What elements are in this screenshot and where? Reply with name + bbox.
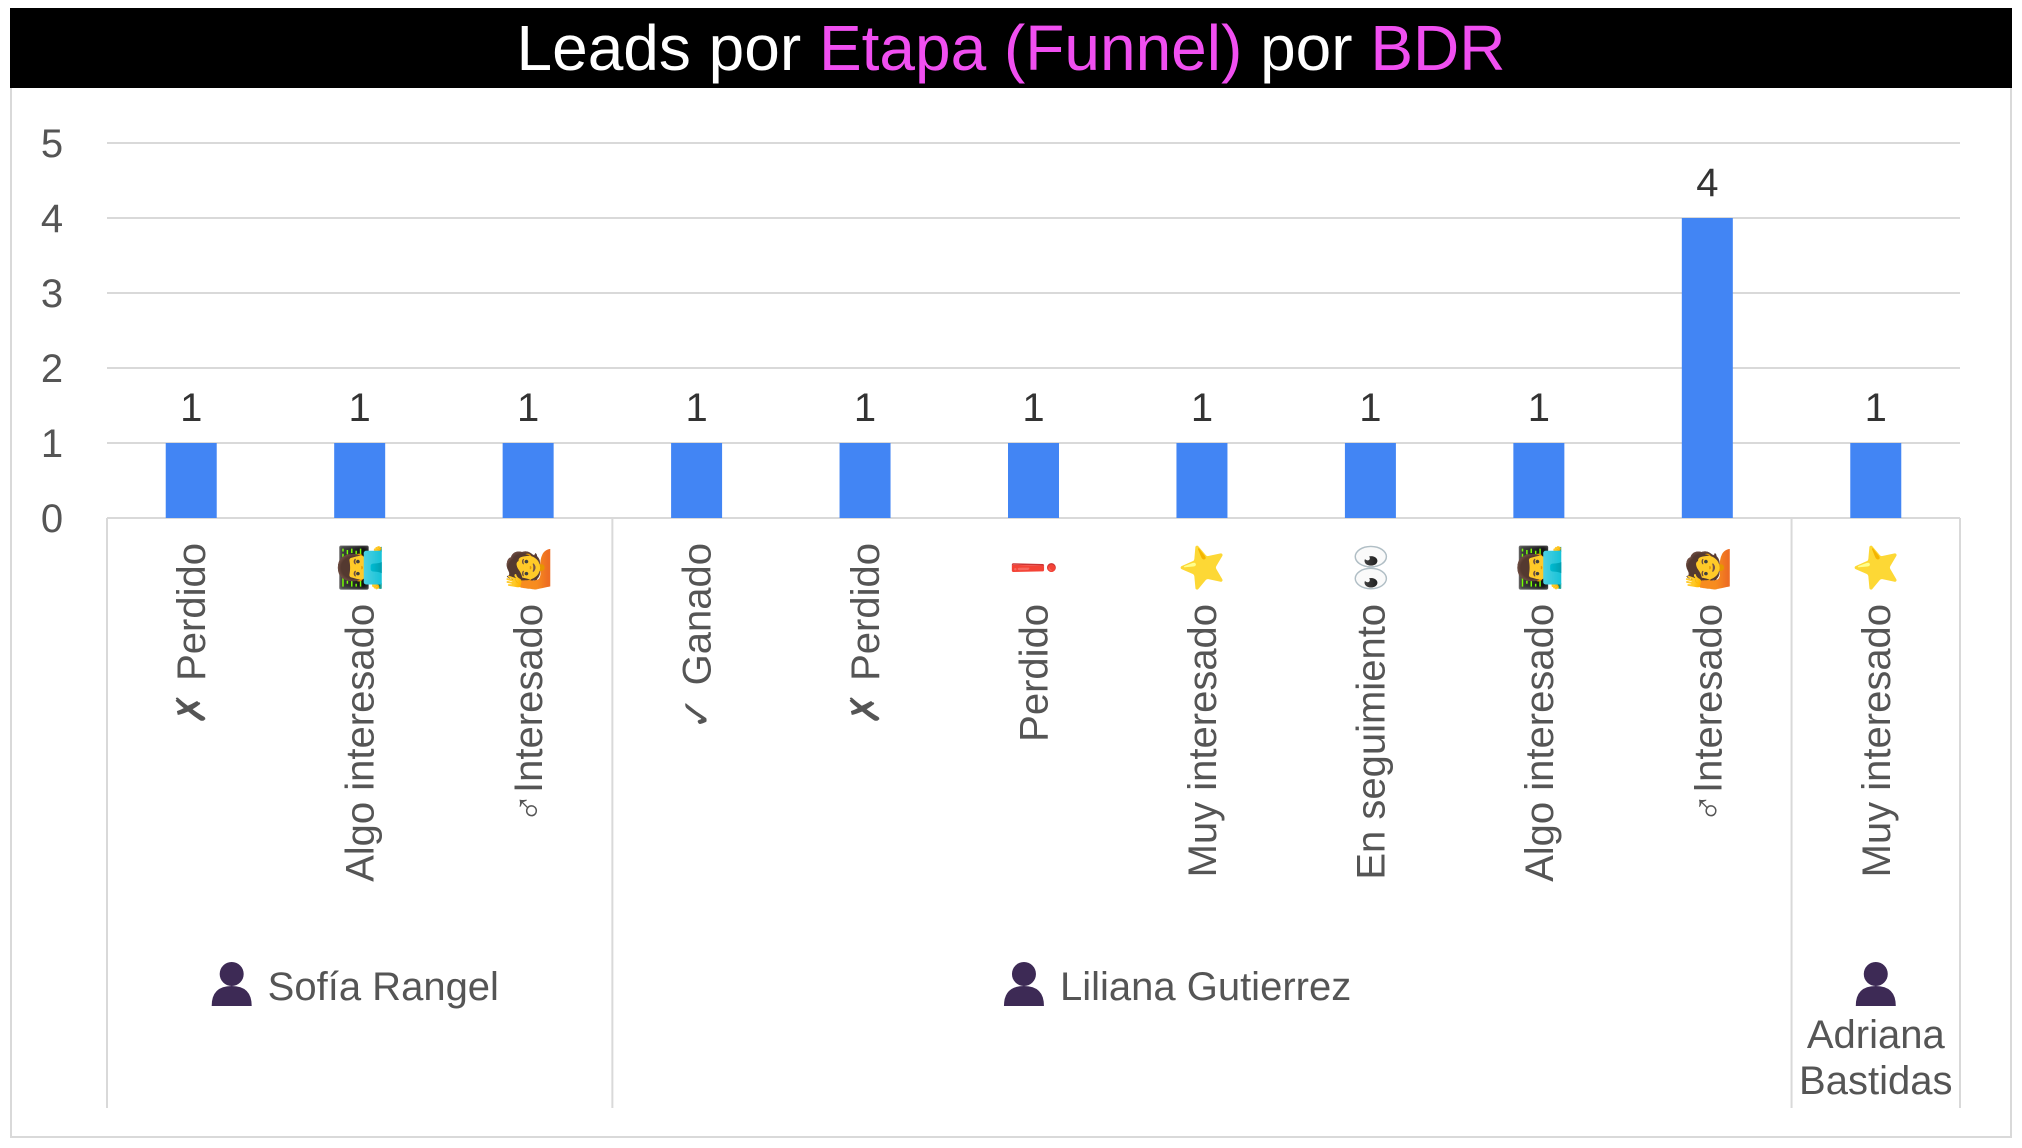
cross-mark-icon: ✗ <box>843 692 889 726</box>
category-label: Algo interesado 👨‍💻 <box>1516 543 1563 882</box>
chart-title: Leads por Etapa (Funnel) por BDR <box>10 8 2012 88</box>
bar <box>1176 443 1228 518</box>
person-body <box>211 986 252 1006</box>
category-stage: ♂Interesado <box>507 604 551 823</box>
y-tick-label: 5 <box>41 122 63 166</box>
category-label: Muy interesado ⭐ <box>1179 543 1226 877</box>
eyes-icon: 👀 <box>1348 543 1394 593</box>
star-icon: ⭐ <box>1853 543 1900 593</box>
person-silhouette-icon <box>1003 962 1044 1006</box>
category-label: ♂Interesado 🙋 <box>1684 543 1731 823</box>
person-silhouette-icon <box>211 962 252 1006</box>
category-label: ✓ Ganado <box>675 543 721 730</box>
data-label: 1 <box>685 386 707 430</box>
bar-chart: 0 1 2 3 4 5 1 ✗ Perdido 1 Algo interesado 👨‍💻 1 ♂In… <box>41 122 1961 1108</box>
category-label-text: En seguimiento 👀 <box>1348 543 1394 880</box>
person-raising-hand-icon: 🙋 <box>505 543 552 593</box>
exclamation-icon: ❗ <box>1011 543 1058 593</box>
bar <box>334 443 386 518</box>
title-segment: Etapa (Funnel) <box>818 12 1243 84</box>
category-stage: Perdido <box>170 543 214 681</box>
category-label: ♂Interesado 🙋 <box>505 543 552 823</box>
title-segment: BDR <box>1370 12 1506 84</box>
category-stage: Algo interesado <box>339 604 383 882</box>
bar <box>502 443 554 518</box>
title-segment: Leads por <box>516 12 819 84</box>
data-label: 1 <box>1191 386 1213 430</box>
technologist-icon: 👨‍💻 <box>337 543 384 593</box>
category-label: ✗ Perdido <box>169 543 215 726</box>
data-label: 1 <box>1865 386 1887 430</box>
group-label: Bastidas <box>1799 1059 1952 1103</box>
person-body <box>1003 986 1044 1006</box>
category-stage: Perdido <box>844 543 888 681</box>
category-stage: Ganado <box>676 543 720 685</box>
category-label-text: Muy interesado ⭐ <box>1853 543 1900 877</box>
y-tick-label: 2 <box>41 347 63 391</box>
y-tick-label: 3 <box>41 272 63 316</box>
data-label: 1 <box>517 386 539 430</box>
chart-frame: 0 1 2 3 4 5 1 ✗ Perdido 1 Algo interesado 👨‍💻 1 ♂In… <box>10 88 2012 1138</box>
category-label-text: ✗ Perdido <box>843 543 889 726</box>
bar <box>1344 443 1396 518</box>
data-label: 4 <box>1696 161 1718 205</box>
data-label: 1 <box>1359 386 1381 430</box>
data-label: 1 <box>180 386 202 430</box>
category-stage: Algo interesado <box>1518 604 1562 882</box>
y-tick-label: 1 <box>41 422 63 466</box>
person-head <box>219 962 244 986</box>
category-label-text: ♂Interesado 🙋 <box>1684 543 1731 823</box>
category-stage: Muy interesado <box>1181 604 1225 877</box>
category-label-text: Algo interesado 👨‍💻 <box>337 543 384 882</box>
group-label: Sofía Rangel <box>268 965 499 1009</box>
y-tick-label: 0 <box>41 497 63 541</box>
bar <box>1850 443 1902 518</box>
category-label-text: Perdido ❗ <box>1011 543 1058 742</box>
data-label: 1 <box>349 386 371 430</box>
category-label-text: Muy interesado ⭐ <box>1179 543 1226 877</box>
category-stage: Muy interesado <box>1855 604 1899 877</box>
y-tick-label: 4 <box>41 197 63 241</box>
bar <box>1008 443 1059 518</box>
data-label: 1 <box>1022 386 1044 430</box>
data-label: 1 <box>854 386 876 430</box>
person-silhouette-icon <box>1855 962 1896 1006</box>
cross-mark-icon: ✗ <box>169 692 215 726</box>
category-label-text: ✗ Perdido <box>169 543 215 726</box>
person-body <box>1855 986 1896 1006</box>
person-raising-hand-icon: 🙋 <box>1684 543 1731 593</box>
data-label: 1 <box>1528 386 1550 430</box>
technologist-icon: 👨‍💻 <box>1516 543 1563 593</box>
group-label: Adriana <box>1807 1013 1946 1057</box>
category-label-text: Algo interesado 👨‍💻 <box>1516 543 1563 882</box>
category-label-text: ✓ Ganado <box>675 543 721 730</box>
bar <box>1681 218 1733 518</box>
category-stage: ♂Interesado <box>1686 604 1730 823</box>
person-head <box>1011 962 1036 986</box>
bar <box>839 443 891 518</box>
group-label: Liliana Gutierrez <box>1060 965 1351 1009</box>
person-head <box>1863 962 1888 986</box>
category-label: En seguimiento 👀 <box>1348 543 1394 880</box>
star-icon: ⭐ <box>1179 543 1226 593</box>
category-label: ✗ Perdido <box>843 543 889 726</box>
category-stage: Perdido <box>1013 604 1057 742</box>
category-label-text: ♂Interesado 🙋 <box>505 543 552 823</box>
bar <box>165 443 217 518</box>
category-label: Algo interesado 👨‍💻 <box>337 543 384 882</box>
title-segment: por <box>1242 12 1371 84</box>
category-label: Perdido ❗ <box>1011 543 1058 742</box>
check-mark-icon: ✓ <box>675 696 721 730</box>
category-label: Muy interesado ⭐ <box>1853 543 1900 877</box>
category-stage: En seguimiento <box>1349 604 1393 880</box>
bar <box>1513 443 1565 518</box>
bar <box>671 443 723 518</box>
